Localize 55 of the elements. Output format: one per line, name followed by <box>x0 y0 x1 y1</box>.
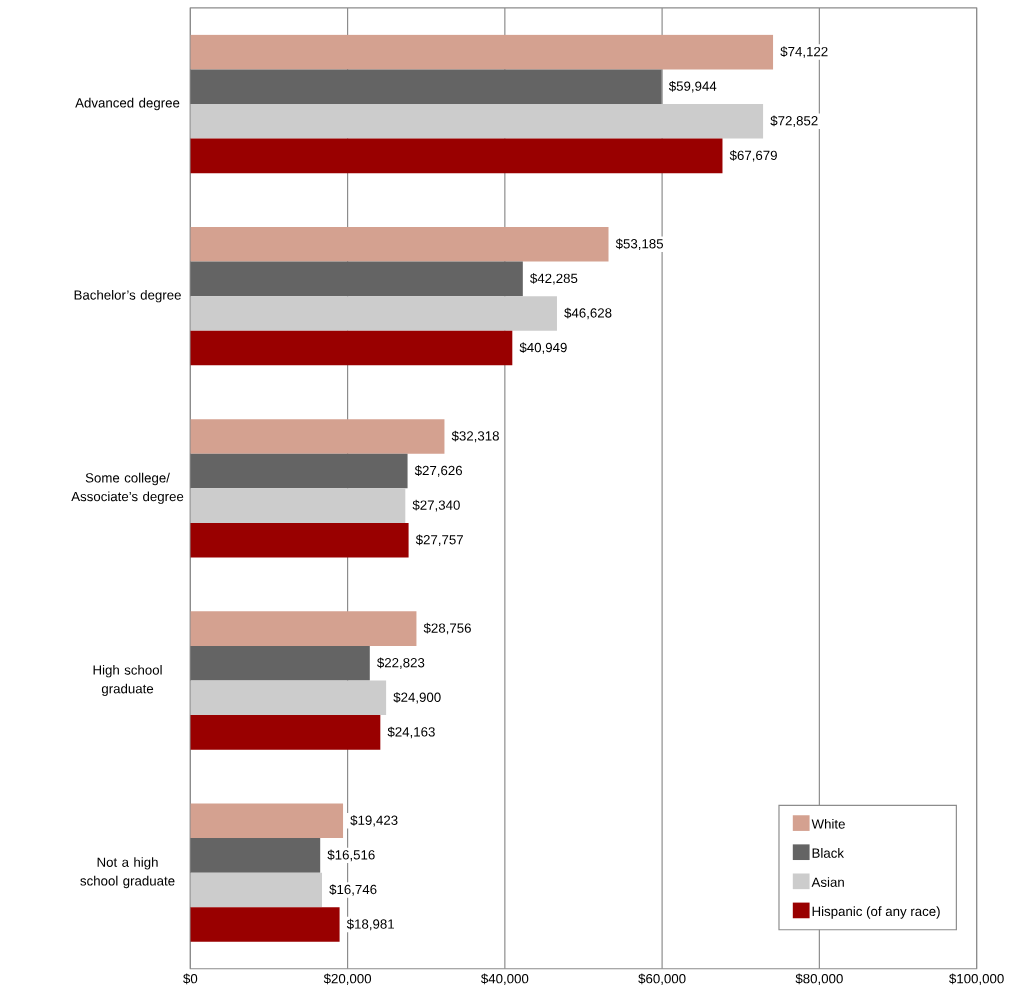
bar <box>190 261 523 297</box>
y-tick-label: Advanced degree <box>75 97 180 111</box>
bar <box>190 103 764 139</box>
data-label: $19,423 <box>350 814 398 827</box>
bar <box>190 69 662 104</box>
legend-label: Asian <box>811 877 844 887</box>
bar <box>190 330 513 366</box>
x-tick-label: $0 <box>183 973 198 985</box>
data-label: $53,185 <box>615 238 664 250</box>
data-label: $24,163 <box>387 726 435 739</box>
legend-label: Black <box>812 847 845 858</box>
legend-label: Hispanic (of any race) <box>812 906 940 919</box>
bar <box>190 138 723 174</box>
y-tick-label: Bachelor’s degree <box>74 289 181 303</box>
x-tick-label: $40,000 <box>481 973 529 985</box>
data-label: $67,679 <box>729 150 777 162</box>
data-label: $72,852 <box>770 115 818 127</box>
bar <box>190 226 609 262</box>
data-label: $74,122 <box>780 46 828 58</box>
data-label: $27,757 <box>415 534 463 546</box>
y-tick-label: High school graduate <box>93 664 162 696</box>
data-label: $27,340 <box>412 499 460 512</box>
legend-label: White <box>811 818 845 829</box>
bar <box>190 837 321 873</box>
y-tick-label: Not a high school graduate <box>80 857 175 889</box>
bar <box>190 419 445 454</box>
x-tick-label: $80,000 <box>795 973 843 985</box>
data-label: $28,756 <box>423 622 471 635</box>
bar <box>190 522 409 558</box>
bar <box>190 680 387 715</box>
bar <box>190 645 370 681</box>
bar <box>190 611 417 646</box>
data-label: $46,628 <box>564 307 612 320</box>
data-label: $40,949 <box>519 342 567 354</box>
data-label: $59,944 <box>668 80 717 93</box>
data-label: $24,900 <box>393 691 441 704</box>
bar <box>190 488 406 523</box>
data-label: $32,318 <box>451 430 499 443</box>
bar <box>190 453 408 489</box>
data-label: $18,981 <box>346 918 394 931</box>
bar <box>190 296 557 331</box>
x-tick-label: $100,000 <box>949 973 1004 985</box>
bar <box>190 714 381 750</box>
data-label: $16,516 <box>327 849 375 862</box>
data-label: $42,285 <box>530 272 578 285</box>
data-label: $22,823 <box>377 657 425 669</box>
data-label: $27,626 <box>414 465 463 477</box>
x-tick-label: $60,000 <box>638 973 686 985</box>
bar <box>190 907 340 942</box>
bar <box>190 803 344 838</box>
data-label: $16,746 <box>329 884 377 896</box>
bar <box>190 34 774 70</box>
x-tick-label: $20,000 <box>323 973 372 985</box>
bar <box>190 872 323 908</box>
y-tick-label: Some college/ Associate’s degree <box>71 472 184 504</box>
